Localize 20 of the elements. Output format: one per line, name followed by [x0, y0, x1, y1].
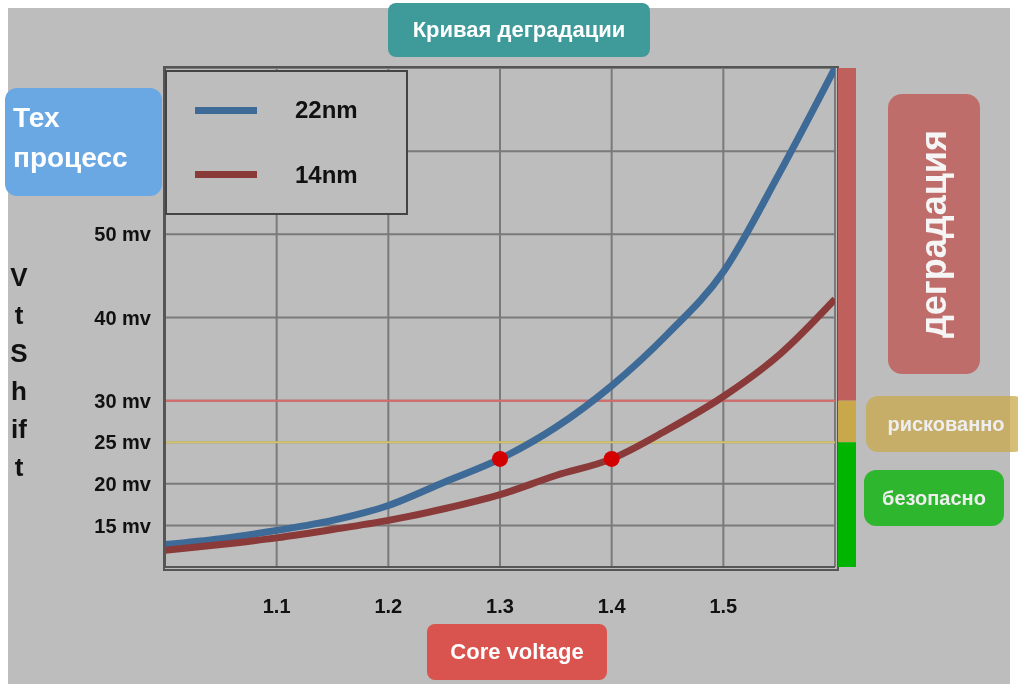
legend-label: 14nm — [295, 160, 358, 189]
text: безопасно — [864, 470, 1004, 526]
x-tick-label: 1.3 — [486, 595, 514, 618]
y-tick-label: 20 mv — [94, 472, 152, 495]
x-axis-title: Core voltage — [427, 624, 607, 680]
y-tick-label: 15 mv — [94, 514, 152, 537]
y-tick-label: 50 mv — [94, 223, 152, 246]
y-tick-label: 40 mv — [94, 306, 152, 329]
legend-label: 22nm — [295, 96, 358, 125]
x-tick-label: 1.1 — [262, 595, 291, 618]
x-tick-label: 1.5 — [709, 595, 738, 618]
x-tick-label: 1.2 — [374, 595, 403, 618]
y-tick-label: 25 mv — [94, 431, 152, 454]
y-axis-title: Vt Shift — [10, 261, 28, 484]
x-tick-label: 1.4 — [597, 595, 627, 618]
legend-title: Тех процесс — [5, 88, 162, 196]
text: рискованно — [866, 396, 1018, 452]
text: деградация — [913, 129, 955, 339]
chart-title: Кривая деградации — [388, 3, 650, 57]
y-tick-label: 30 mv — [94, 389, 152, 412]
